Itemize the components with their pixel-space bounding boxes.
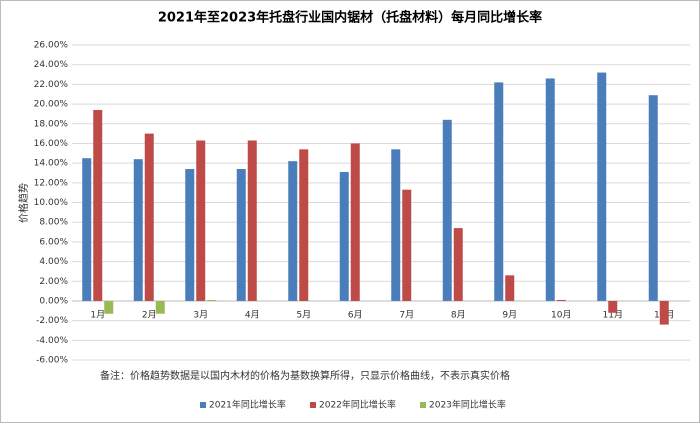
bar <box>391 149 401 301</box>
y-tick-label: 24.00% <box>34 60 69 70</box>
x-tick-label: 8月 <box>451 309 466 320</box>
y-tick-label: -6.00% <box>36 356 68 366</box>
legend-label: 2021年同比增长率 <box>209 399 286 411</box>
bar <box>144 133 154 301</box>
y-tick-label: 16.00% <box>34 139 69 149</box>
bar <box>339 171 349 301</box>
x-tick-label: 11月 <box>603 309 623 320</box>
bar <box>133 159 143 301</box>
bar <box>247 140 257 301</box>
bar <box>93 109 103 301</box>
bar <box>597 72 607 301</box>
legend-label: 2022年同比增长率 <box>319 399 396 411</box>
legend-swatch <box>420 402 426 408</box>
y-tick-label: 6.00% <box>39 237 68 247</box>
x-tick-label: 5月 <box>296 309 311 320</box>
y-axis-title: 价格趋势 <box>17 183 30 223</box>
x-tick-label: 4月 <box>245 309 260 320</box>
bar <box>155 300 165 314</box>
y-tick-label: 4.00% <box>39 257 68 267</box>
legend-swatch <box>310 402 316 408</box>
bar <box>453 228 463 301</box>
y-tick-label: 12.00% <box>34 178 69 188</box>
legend-swatch <box>200 402 206 408</box>
x-tick-label: 9月 <box>502 309 517 320</box>
y-tick-label: 18.00% <box>34 119 69 129</box>
bar <box>402 189 412 301</box>
x-tick-label: 3月 <box>193 309 208 320</box>
y-tick-label: -2.00% <box>36 316 68 326</box>
y-tick-label: 22.00% <box>34 80 69 90</box>
chart-title: 2021年至2023年托盘行业国内锯材（托盘材料）每月同比增长率 <box>158 10 542 26</box>
bar <box>299 149 309 301</box>
legend-label: 2023年同比增长率 <box>429 399 506 411</box>
bar <box>207 299 217 301</box>
bar <box>648 95 658 301</box>
bar <box>659 300 669 325</box>
x-tick-label: 7月 <box>399 309 414 320</box>
y-tick-label: -4.00% <box>36 336 68 346</box>
bar <box>185 169 195 301</box>
y-tick-label: 0.00% <box>39 296 68 306</box>
y-tick-label: 26.00% <box>34 41 69 51</box>
bar <box>442 119 452 301</box>
bar <box>505 275 515 301</box>
x-tick-label: 10月 <box>551 309 571 320</box>
y-tick-label: 8.00% <box>39 218 68 228</box>
x-tick-label: 1月 <box>90 309 105 320</box>
bar <box>545 78 555 301</box>
bar <box>494 82 504 301</box>
bar <box>288 161 298 301</box>
bar <box>196 140 206 301</box>
x-tick-label: 6月 <box>348 309 363 320</box>
y-tick-label: 14.00% <box>34 159 69 169</box>
y-tick-label: 10.00% <box>34 198 69 208</box>
bar <box>104 300 114 314</box>
bar <box>236 169 246 301</box>
bar <box>350 143 360 301</box>
bar <box>556 299 566 301</box>
y-tick-label: 2.00% <box>39 277 68 287</box>
note: 备注：价格趋势数据是以国内木材的价格为基数换算所得，只显示价格曲线，不表示真实价… <box>100 369 510 382</box>
y-tick-label: 20.00% <box>34 100 69 110</box>
bar <box>608 300 618 313</box>
bar <box>82 158 92 301</box>
x-tick-label: 2月 <box>142 309 157 320</box>
